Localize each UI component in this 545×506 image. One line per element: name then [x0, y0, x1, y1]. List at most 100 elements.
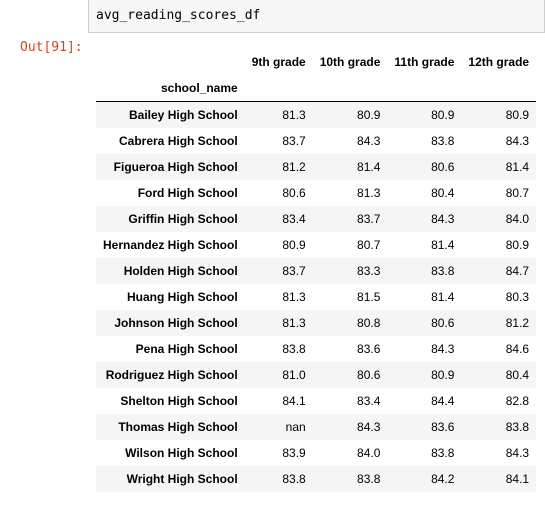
table-cell: 81.4 [431, 289, 455, 304]
table-cell: 80.4 [505, 367, 530, 382]
table-cell: 84.1 [282, 393, 306, 408]
row-index-label: Shelton High School [120, 393, 238, 408]
row-index-label: Rodriguez High School [105, 367, 238, 382]
table-cell: 84.3 [431, 341, 455, 356]
table-row: Huang High School 81.3 81.5 81.4 80.3 [96, 284, 536, 310]
table-cell: 84.0 [357, 445, 381, 460]
row-index-label: Wright High School [126, 471, 238, 486]
table-row: Pena High School 83.8 83.6 84.3 84.6 [96, 336, 536, 362]
table-row: Ford High School 80.6 81.3 80.4 80.7 [96, 180, 536, 206]
table-cell: 83.8 [431, 263, 455, 278]
table-row: Shelton High School 84.1 83.4 84.4 82.8 [96, 388, 536, 414]
table-row: Cabrera High School 83.7 84.3 83.8 84.3 [96, 128, 536, 154]
table-cell: 81.3 [357, 185, 381, 200]
row-index-label: Ford High School [137, 185, 238, 200]
table-cell: 81.2 [282, 159, 306, 174]
table-cell: 84.1 [505, 471, 530, 486]
table-cell: nan [285, 419, 306, 434]
table-cell: 81.4 [357, 159, 381, 174]
table-cell: 83.8 [431, 133, 455, 148]
table-cell: 83.7 [282, 263, 306, 278]
table-cell: 80.9 [505, 107, 530, 122]
table-cell: 81.3 [282, 315, 306, 330]
table-cell: 82.8 [505, 393, 530, 408]
row-index-label: Bailey High School [129, 107, 238, 122]
table-cell: 81.3 [282, 289, 306, 304]
table-cell: 83.3 [357, 263, 381, 278]
table-row: Johnson High School 81.3 80.8 80.6 81.2 [96, 309, 537, 336]
dataframe-table: 9th grade 10th grade 11th grade 12th gra… [96, 49, 537, 492]
table-cell: 81.4 [505, 159, 530, 174]
table-cell: 80.6 [282, 185, 306, 200]
column-header-11th-grade: 11th grade [394, 55, 455, 69]
table-cell: 83.9 [282, 445, 306, 460]
table-cell: 80.6 [357, 367, 381, 382]
row-index-label: Wilson High School [125, 445, 238, 460]
table-cell: 83.4 [357, 393, 381, 408]
table-cell: 80.9 [431, 107, 455, 122]
table-cell: 80.9 [505, 237, 530, 252]
row-index-label: Griffin High School [128, 211, 238, 226]
table-cell: 83.6 [357, 341, 381, 356]
table-cell: 80.7 [505, 185, 530, 200]
table-row: Rodriguez High School 81.0 80.6 80.9 80.4 [96, 361, 537, 388]
table-cell: 84.3 [357, 419, 381, 434]
column-header-9th-grade: 9th grade [251, 55, 306, 69]
table-cell: 83.8 [357, 471, 381, 486]
table-row: Bailey High School 81.3 80.9 80.9 80.9 [96, 101, 537, 128]
table-cell: 83.6 [431, 419, 455, 434]
table-row: Holden High School 83.7 83.3 83.8 84.7 [96, 257, 537, 284]
table-cell: 80.8 [357, 315, 381, 330]
table-cell: 83.8 [505, 419, 530, 434]
table-cell: 84.4 [431, 393, 455, 408]
row-index-label: Johnson High School [114, 315, 238, 330]
table-cell: 80.4 [431, 185, 455, 200]
table-cell: 83.7 [357, 211, 381, 226]
table-cell: 84.7 [505, 263, 530, 278]
table-row: Thomas High School nan 84.3 83.6 83.8 [96, 413, 537, 440]
table-cell: 84.3 [431, 211, 455, 226]
table-cell: 80.9 [357, 107, 381, 122]
table-cell: 84.3 [505, 445, 530, 460]
table-cell: 80.9 [431, 367, 455, 382]
table-cell: 81.3 [282, 107, 306, 122]
table-cell: 83.8 [282, 341, 306, 356]
table-cell: 84.2 [431, 471, 455, 486]
code-input-cell[interactable]: avg_reading_scores_df [88, 0, 545, 33]
index-header-row: school_name [96, 75, 537, 102]
table-row: Griffin High School 83.4 83.7 84.3 84.0 [96, 205, 537, 232]
table-row: Figueroa High School 81.2 81.4 80.6 81.4 [96, 153, 537, 180]
table-cell: 80.9 [282, 237, 306, 252]
row-index-label: Huang High School [127, 289, 238, 304]
table-row: Hernandez High School 80.9 80.7 81.4 80.9 [96, 232, 536, 258]
table-cell: 80.6 [431, 315, 455, 330]
row-index-label: Thomas High School [118, 419, 238, 434]
table-cell: 81.5 [357, 289, 381, 304]
table-cell: 81.0 [282, 367, 306, 382]
table-cell: 80.7 [357, 237, 381, 252]
column-header-12th-grade: 12th grade [468, 55, 530, 69]
corner-cell [96, 49, 245, 75]
row-index-label: Holden High School [123, 263, 238, 278]
output-prompt: Out[91]: [20, 40, 83, 55]
table-cell: 81.4 [431, 237, 455, 252]
table-row: Wilson High School 83.9 84.0 83.8 84.3 [96, 440, 536, 466]
table-cell: 81.2 [505, 315, 530, 330]
row-index-label: Hernandez High School [103, 237, 238, 252]
table-cell: 84.3 [505, 133, 530, 148]
table-cell: 84.3 [357, 133, 381, 148]
table-cell: 83.4 [282, 211, 306, 226]
table-cell: 84.6 [505, 341, 530, 356]
table-body: Bailey High School 81.3 80.9 80.9 80.9 Cabrer… [96, 101, 537, 492]
table-cell: 83.7 [282, 133, 306, 148]
table-row: Wright High School 83.8 83.8 84.2 84.1 [96, 465, 537, 492]
code-text[interactable]: avg_reading_scores_df [96, 8, 261, 23]
table-cell: 80.6 [431, 159, 455, 174]
row-index-label: Figueroa High School [113, 159, 238, 174]
index-name: school_name [96, 75, 245, 102]
table-cell: 84.0 [505, 211, 530, 226]
column-header-row: 9th grade 10th grade 11th grade 12th gra… [96, 49, 536, 75]
row-index-label: Cabrera High School [119, 133, 238, 148]
table-cell: 80.3 [505, 289, 530, 304]
table-cell: 83.8 [282, 471, 306, 486]
